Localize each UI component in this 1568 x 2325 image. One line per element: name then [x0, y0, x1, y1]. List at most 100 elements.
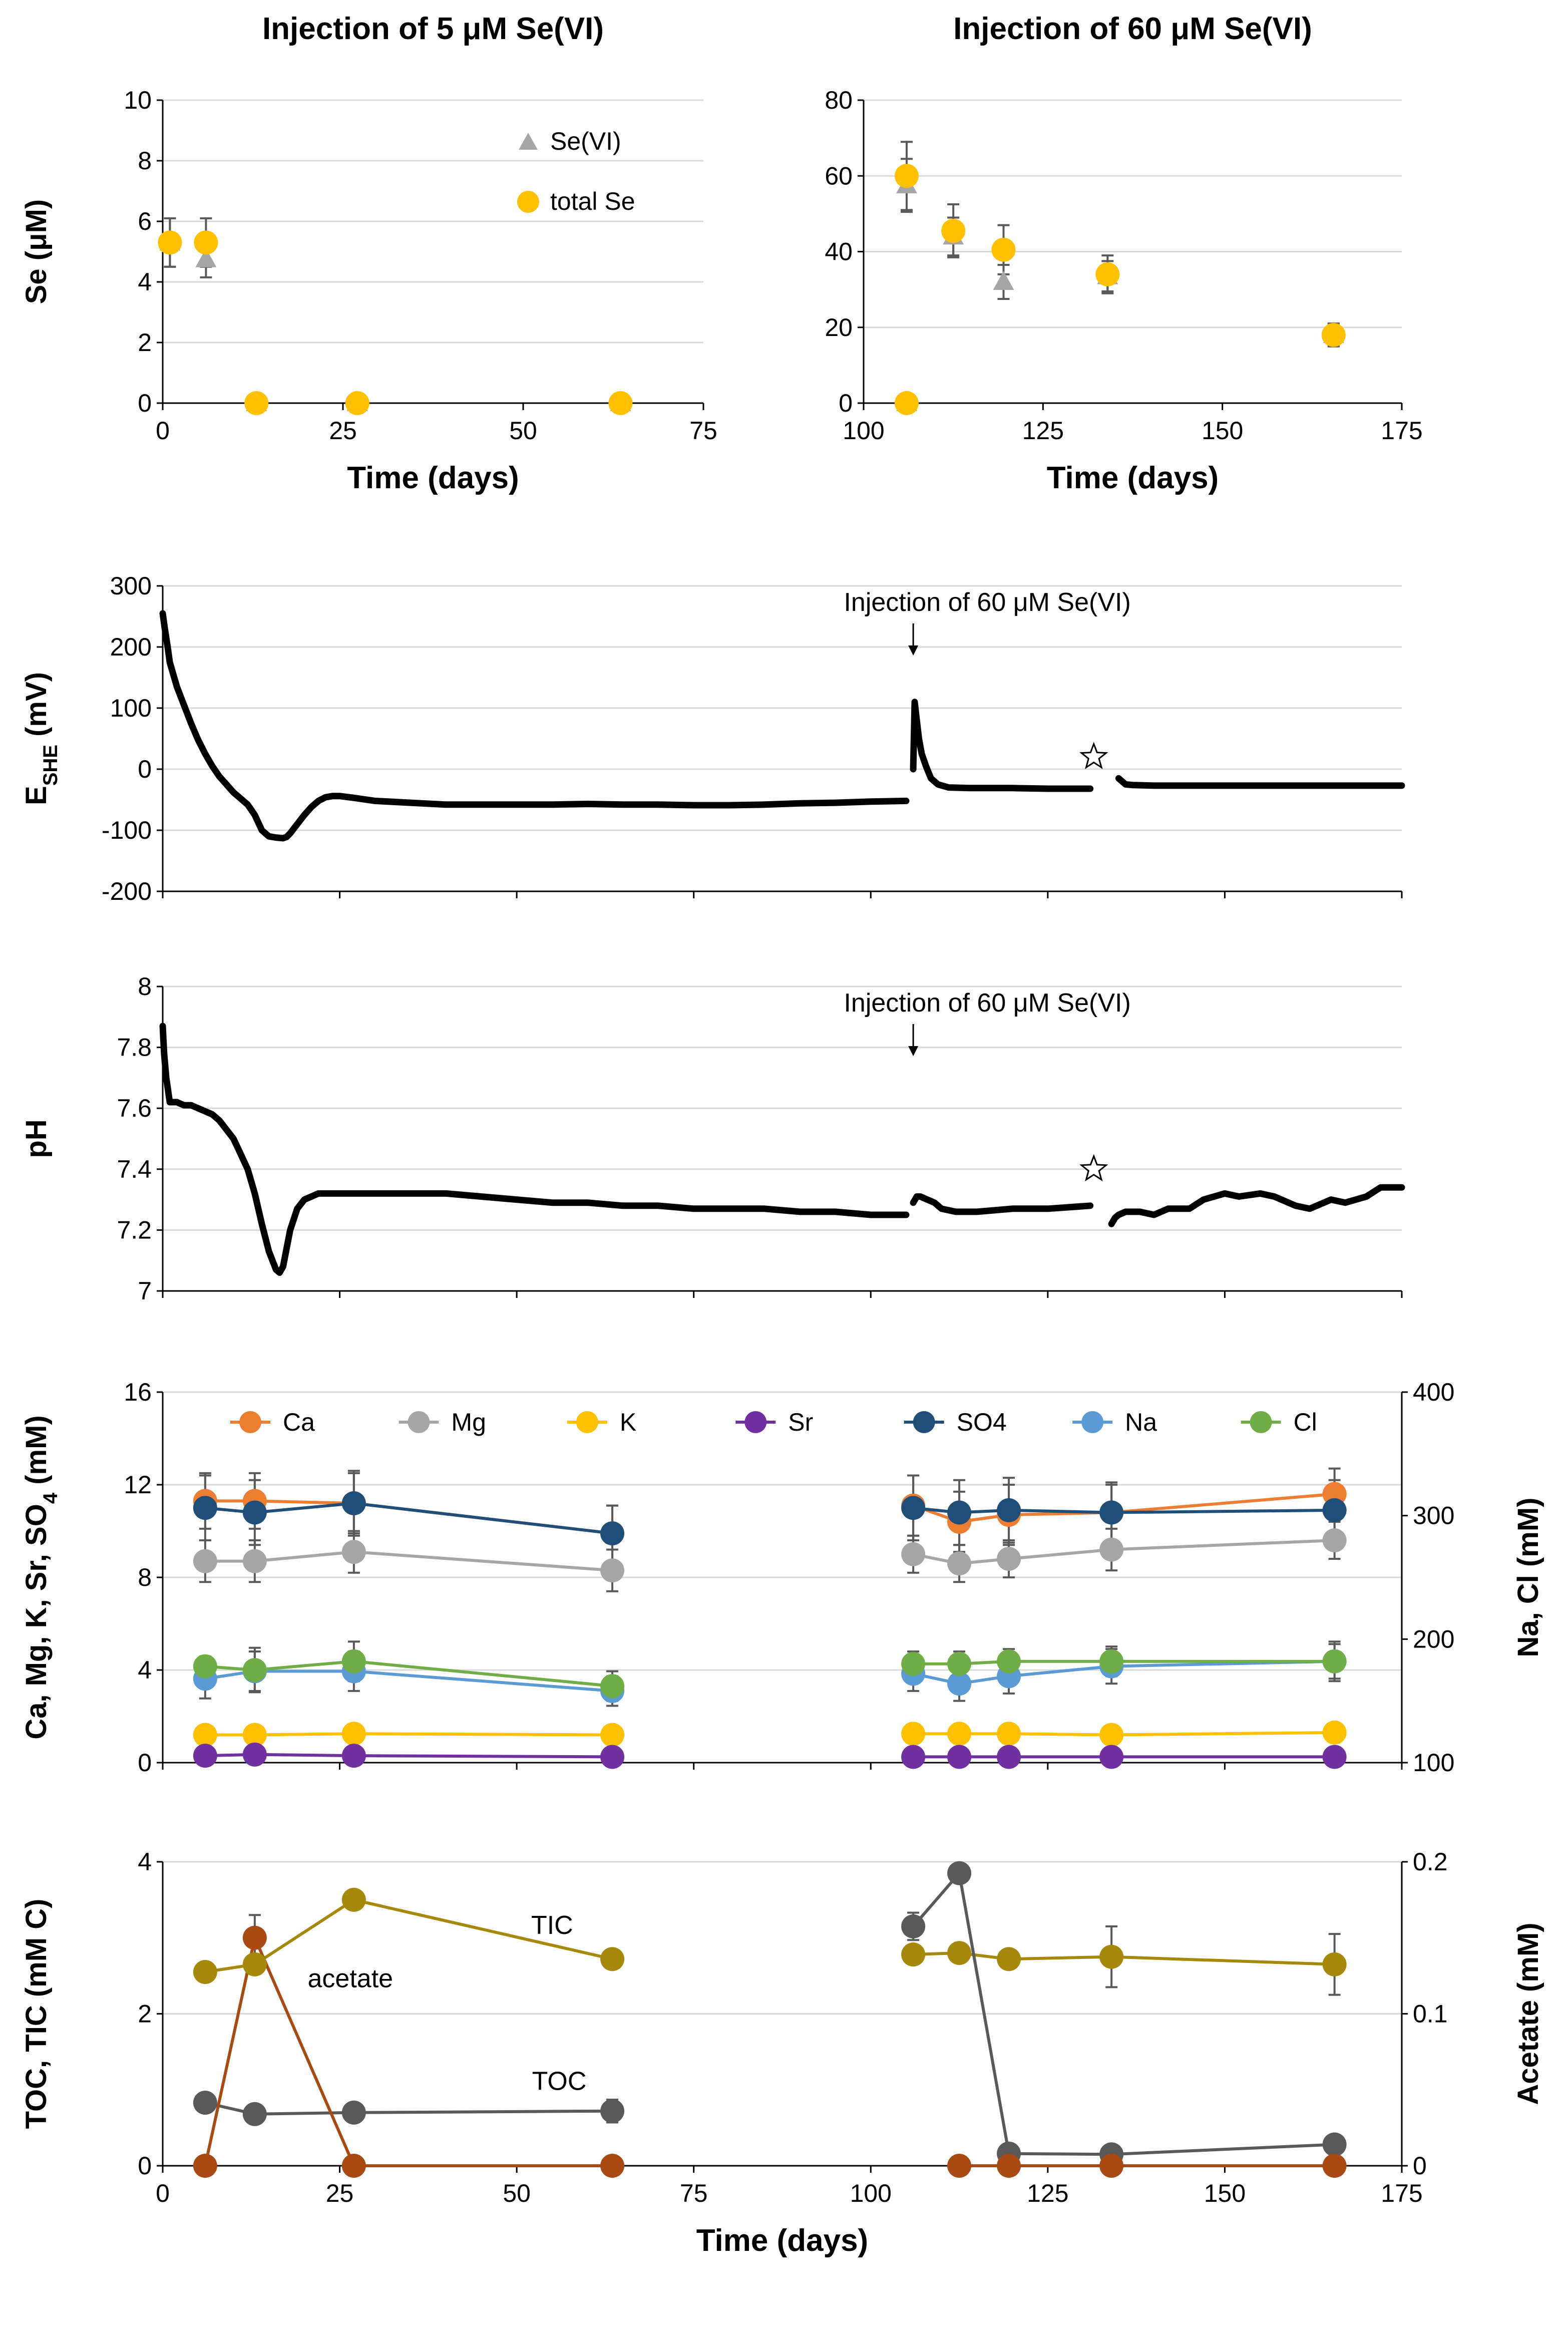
y-tick-label: 2 [138, 2000, 152, 2028]
x-tick-label: 150 [1202, 417, 1243, 445]
point-acetate [947, 2154, 972, 2178]
point-sr [600, 1745, 625, 1769]
point-acetate [242, 1925, 267, 1950]
point-cl [1099, 1649, 1124, 1674]
injection-annotation: Injection of 60 μM Se(VI) [844, 988, 1130, 1018]
point-cl [600, 1674, 625, 1699]
point-mg [997, 1547, 1021, 1571]
y-tick-label: 0 [138, 1749, 152, 1777]
y-tick-label: 8 [138, 1563, 152, 1591]
y-tick-label: 4 [138, 1848, 152, 1876]
x-tick-label: 75 [680, 2179, 708, 2207]
total-se-point [895, 391, 919, 415]
series-line-acetate [203, 1933, 613, 2167]
point-tic [193, 1960, 217, 1984]
y-tick-label: 7.4 [117, 1155, 152, 1183]
point-cl [997, 1649, 1021, 1674]
point-cl [947, 1651, 972, 1676]
y-tick-label: 20 [825, 313, 853, 342]
series-line-eh [910, 699, 1094, 792]
chart-se5: 0 2 4 6 8 10 0 25 50 75 Injection of 5 μM Se(VI) Ti… [20, 12, 717, 495]
point-k [901, 1722, 926, 1746]
x-tick-label: 150 [1204, 2179, 1246, 2207]
y-right-tick-label: 0.1 [1413, 2000, 1448, 2028]
point-so4 [1322, 1498, 1347, 1522]
legend-marker-ca [239, 1411, 261, 1433]
y-axis-title: Se (μM) [20, 199, 53, 304]
series-line-mg [205, 1550, 613, 1572]
point-cl [341, 1649, 366, 1674]
chart-ph: 7 7.2 7.4 7.6 7.8 8 pH Injection of 60 μM Se(VI… [20, 972, 1405, 1305]
x-tick-label: 100 [843, 417, 884, 445]
annotation-arrow-head [908, 1046, 919, 1056]
point-mg [901, 1542, 926, 1566]
y-tick-label: 60 [825, 162, 853, 190]
point-so4 [341, 1491, 366, 1515]
series-line-tic [205, 1898, 613, 1973]
point-toc [600, 2099, 625, 2123]
point-cl [1322, 1649, 1347, 1674]
total-se-point [895, 164, 919, 188]
series-line-cl [205, 1659, 613, 1688]
point-k [193, 1723, 217, 1747]
y-right-tick-label: 400 [1413, 1378, 1454, 1406]
x-tick-label: 175 [1381, 417, 1422, 445]
legend-label-cl: Cl [1294, 1408, 1317, 1436]
point-so4 [1099, 1500, 1124, 1525]
y-tick-label: 7.8 [117, 1034, 152, 1062]
legend-marker-na [1081, 1411, 1104, 1433]
point-so4 [242, 1500, 267, 1525]
y-right-tick-label: 0 [1413, 2152, 1427, 2180]
total-se-point [1095, 262, 1120, 286]
series-line-so4 [205, 1501, 613, 1535]
point-toc [242, 2102, 267, 2126]
label-acetate: acetate [307, 1964, 393, 1993]
series-line-mg [913, 1539, 1335, 1565]
point-k [997, 1722, 1021, 1746]
series-line-ca [913, 1492, 1335, 1524]
x-axis-title: Time (days) [696, 2223, 868, 2258]
y-tick-label: 40 [825, 238, 853, 266]
point-toc [901, 1914, 926, 1938]
point-sr [947, 1745, 972, 1769]
point-k [1099, 1723, 1124, 1747]
x-tick-label: 50 [503, 2179, 531, 2207]
y-tick-label: 12 [124, 1471, 152, 1499]
point-acetate [1322, 2154, 1347, 2178]
point-sr [901, 1745, 926, 1769]
y-tick-label: 4 [138, 1656, 152, 1684]
y-tick-label: 2 [138, 328, 152, 357]
chart-eh: -200 -100 0 100 200 300 ESHE (mV) Injection of … [20, 572, 1405, 905]
point-tic [600, 1947, 625, 1971]
y-tick-label: 6 [138, 207, 152, 235]
chart-title: Injection of 60 μM Se(VI) [953, 12, 1312, 46]
se-vi-point [993, 271, 1014, 290]
legend-label-se-vi: Se(VI) [550, 127, 621, 155]
legend-marker-se-vi [519, 133, 538, 150]
point-k [1322, 1720, 1347, 1745]
legend-label-mg: Mg [451, 1408, 486, 1436]
y-axis-title: TOC, TIC (mM C) [20, 1899, 53, 2129]
legend-marker-mg [408, 1411, 430, 1433]
y-tick-label: 7.6 [117, 1094, 152, 1122]
chart-se60: 0 20 40 60 80 100 125 150 175 Injection of 60 μM … [825, 12, 1422, 495]
total-se-point [244, 391, 269, 415]
point-cl [901, 1651, 926, 1676]
y-right-axis-title: Acetate (mM) [1512, 1922, 1544, 2105]
point-acetate [997, 2154, 1021, 2178]
series-line-k [913, 1731, 1335, 1737]
point-cl [242, 1658, 267, 1682]
y-tick-label: 7 [138, 1277, 152, 1305]
y-axis-title-main: Se (μM) [20, 199, 53, 304]
x-tick-label: 25 [326, 2179, 354, 2207]
label-tic: TIC [531, 1911, 573, 1940]
point-tic [901, 1942, 926, 1967]
x-tick-label: 0 [156, 2179, 170, 2207]
series-line-eh [159, 610, 910, 842]
point-tic [1322, 1952, 1347, 1976]
y-tick-label: 8 [138, 972, 152, 1001]
y-right-tick-label: 0.2 [1413, 1848, 1448, 1876]
y-tick-label: 16 [124, 1378, 152, 1406]
legend-label-sr: Sr [788, 1408, 813, 1436]
y-right-tick-label: 100 [1413, 1749, 1454, 1777]
